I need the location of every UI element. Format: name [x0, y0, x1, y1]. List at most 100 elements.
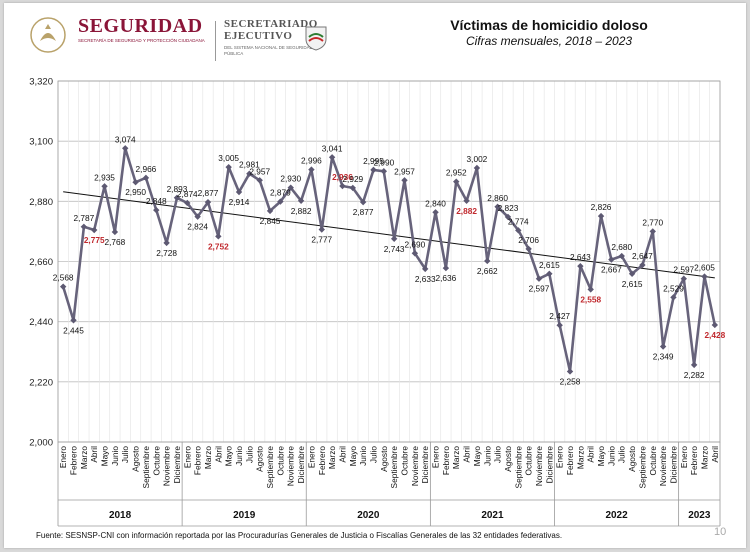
data-label: 2,605 — [694, 263, 715, 273]
data-label: 3,005 — [218, 153, 239, 163]
shield-icon — [305, 26, 327, 51]
data-label: 2,349 — [653, 352, 674, 362]
year-label: 2018 — [109, 510, 132, 521]
data-label: 2,935 — [94, 172, 115, 182]
month-label: Marzo — [327, 446, 337, 469]
month-label: Febrero — [317, 446, 327, 475]
data-point — [608, 256, 615, 263]
data-point — [142, 174, 150, 182]
y-tick-label: 2,660 — [29, 257, 53, 268]
data-point — [390, 235, 398, 243]
month-label: Mayo — [100, 446, 110, 467]
data-point — [225, 163, 232, 171]
data-point — [628, 270, 636, 278]
data-label: 2,445 — [63, 325, 84, 335]
month-label: Agosto — [627, 446, 637, 472]
year-label: 2023 — [688, 510, 711, 521]
data-point — [246, 170, 253, 177]
data-label: 2,427 — [549, 311, 570, 321]
data-label: 2,647 — [632, 251, 653, 261]
month-label: Marzo — [699, 446, 709, 469]
logo-divider — [215, 21, 216, 61]
data-label: 2,877 — [198, 188, 219, 198]
data-point — [515, 227, 522, 234]
month-label: Diciembre — [296, 446, 306, 484]
data-point — [463, 197, 470, 204]
month-label: Agosto — [255, 446, 265, 472]
month-label: Febrero — [441, 446, 451, 475]
data-point — [401, 177, 408, 184]
month-label: Octubre — [151, 446, 161, 476]
month-label: Diciembre — [172, 446, 182, 484]
year-label: 2021 — [481, 510, 504, 521]
data-point — [484, 257, 491, 265]
month-label: Noviembre — [534, 446, 544, 487]
data-point — [59, 283, 67, 290]
month-label: Septiembre — [265, 446, 275, 489]
data-point — [649, 228, 656, 235]
data-label: 2,662 — [477, 266, 498, 276]
data-label: 2,882 — [456, 206, 477, 216]
data-point — [380, 168, 388, 175]
data-label: 2,752 — [208, 241, 229, 251]
month-label: Junio — [358, 446, 368, 466]
data-point — [577, 262, 584, 270]
data-label: 2,787 — [73, 213, 94, 223]
data-label: 2,774 — [508, 216, 529, 226]
month-label: Octubre — [648, 446, 658, 476]
secretariado-sub-text: DEL SISTEMA NACIONAL DE SEGURIDAD PÚBLIC… — [224, 45, 313, 56]
data-point — [297, 197, 305, 204]
data-label: 2,952 — [446, 168, 467, 178]
data-point — [546, 270, 553, 278]
data-label: 2,743 — [384, 244, 405, 254]
y-tick-label: 2,440 — [29, 317, 53, 328]
data-point — [618, 252, 625, 260]
month-label: Noviembre — [410, 446, 420, 487]
y-tick-label: 3,100 — [29, 137, 53, 148]
data-label: 2,643 — [570, 252, 591, 262]
data-point — [287, 184, 294, 191]
month-label: Marzo — [451, 446, 461, 469]
data-label: 2,990 — [373, 157, 394, 167]
month-label: Enero — [58, 446, 68, 469]
data-label: 2,950 — [125, 187, 146, 197]
data-point — [504, 213, 512, 221]
data-point — [711, 321, 719, 329]
data-point — [556, 322, 563, 329]
data-label: 2,690 — [404, 239, 425, 249]
year-label: 2020 — [357, 510, 380, 521]
data-point — [566, 368, 574, 375]
month-label: Enero — [431, 446, 441, 469]
month-label: Diciembre — [668, 446, 678, 484]
data-label: 2,874 — [177, 189, 198, 199]
month-label: Febrero — [565, 446, 575, 475]
y-tick-label: 2,880 — [29, 197, 53, 208]
month-label: Junio — [606, 446, 616, 466]
month-label: Septiembre — [141, 446, 151, 489]
data-label: 2,845 — [260, 216, 281, 226]
data-label: 2,597 — [673, 265, 694, 275]
data-point — [535, 275, 543, 282]
month-label: Enero — [555, 446, 565, 469]
month-label: Abril — [462, 446, 472, 463]
month-label: Agosto — [379, 446, 389, 472]
logo-main-text: SEGURIDAD — [78, 15, 203, 37]
data-point — [101, 183, 108, 190]
data-point — [670, 294, 677, 301]
data-label: 2,893 — [167, 184, 188, 194]
month-label: Septiembre — [513, 446, 523, 489]
logo-sub-text: SECRETARÍA DE SEGURIDAD Y PROTECCIÓN CIU… — [78, 38, 205, 43]
month-label: Octubre — [275, 446, 285, 476]
data-label: 2,914 — [229, 197, 250, 207]
data-label: 2,636 — [436, 273, 457, 283]
source-note: Fuente: SESNSP-CNI con información repor… — [36, 531, 563, 540]
month-label: Mayo — [224, 446, 234, 467]
month-label: Mayo — [348, 446, 358, 467]
year-label: 2019 — [233, 510, 256, 521]
data-point — [525, 245, 532, 253]
data-label: 2,706 — [518, 235, 539, 245]
month-label: Noviembre — [162, 446, 172, 487]
data-point — [70, 317, 77, 324]
month-label: Abril — [586, 446, 596, 463]
data-point — [256, 177, 263, 184]
